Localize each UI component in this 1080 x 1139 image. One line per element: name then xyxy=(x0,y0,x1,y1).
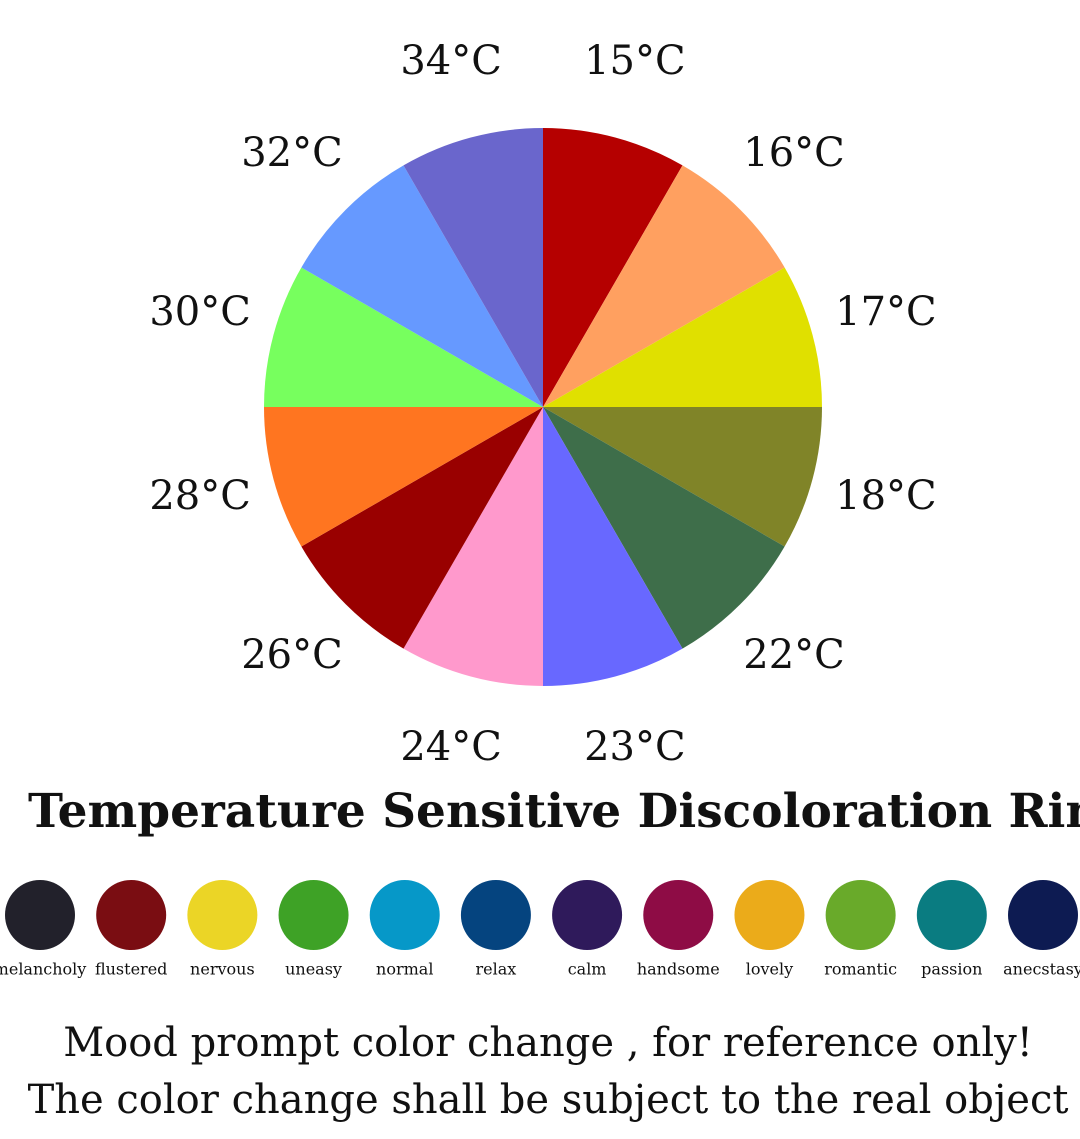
wheel-segment xyxy=(301,165,543,407)
mood-label: lovely xyxy=(746,960,793,979)
temperature-label: 18°C xyxy=(835,473,937,519)
mood-swatch xyxy=(460,880,531,950)
mood-swatch xyxy=(5,880,75,950)
wheel-segment xyxy=(403,407,543,686)
mood-label: passion xyxy=(921,960,982,979)
temperature-label: 22°C xyxy=(743,632,845,678)
wheel-segment xyxy=(301,407,543,649)
mood-label: normal xyxy=(376,960,433,979)
mood-swatch xyxy=(552,880,623,950)
mood-label: nervous xyxy=(190,960,255,979)
mood-label: anecstasy xyxy=(1003,960,1080,979)
mood-swatch xyxy=(1008,880,1078,950)
mood-swatch xyxy=(369,880,440,950)
mood-swatch xyxy=(96,880,167,950)
mood-label: uneasy xyxy=(285,960,342,979)
mood-swatch xyxy=(278,880,349,950)
temperature-label: 32°C xyxy=(241,130,343,176)
temperature-label: 24°C xyxy=(400,724,502,770)
mood-swatch xyxy=(825,880,896,950)
wheel-segment xyxy=(264,267,543,407)
mood-label: relax xyxy=(476,960,517,979)
mood-swatch xyxy=(187,880,258,950)
mood-swatch xyxy=(643,880,714,950)
mood-label: flustered xyxy=(95,960,167,979)
mood-label: romantic xyxy=(824,960,897,979)
mood-swatch xyxy=(734,880,805,950)
temperature-label: 15°C xyxy=(584,38,686,84)
wheel-segment xyxy=(543,267,822,407)
wheel-segment xyxy=(403,128,543,407)
wheel-segment xyxy=(543,407,822,547)
temperature-label: 28°C xyxy=(149,473,251,519)
wheel-segment xyxy=(543,128,683,407)
mood-swatch xyxy=(916,880,987,950)
temperature-label: 23°C xyxy=(584,724,686,770)
title: Temperature Sensitive Discoloration Ring xyxy=(28,784,1080,839)
wheel-segment xyxy=(543,407,683,686)
mood-label: handsome xyxy=(637,960,720,979)
temperature-label: 34°C xyxy=(400,38,502,84)
temperature-label: 30°C xyxy=(149,289,251,335)
temperature-label: 17°C xyxy=(835,289,937,335)
note: The color change shall be subject to the… xyxy=(28,1077,1069,1123)
temperature-label: 26°C xyxy=(241,632,343,678)
mood-label: calm xyxy=(568,960,607,979)
wheel-segment xyxy=(543,165,785,407)
mood-label: melancholy xyxy=(0,960,86,979)
note: Mood prompt color change , for reference… xyxy=(63,1020,1033,1066)
wheel-segment xyxy=(543,407,785,649)
wheel-segment xyxy=(264,407,543,547)
temperature-label: 16°C xyxy=(743,130,845,176)
